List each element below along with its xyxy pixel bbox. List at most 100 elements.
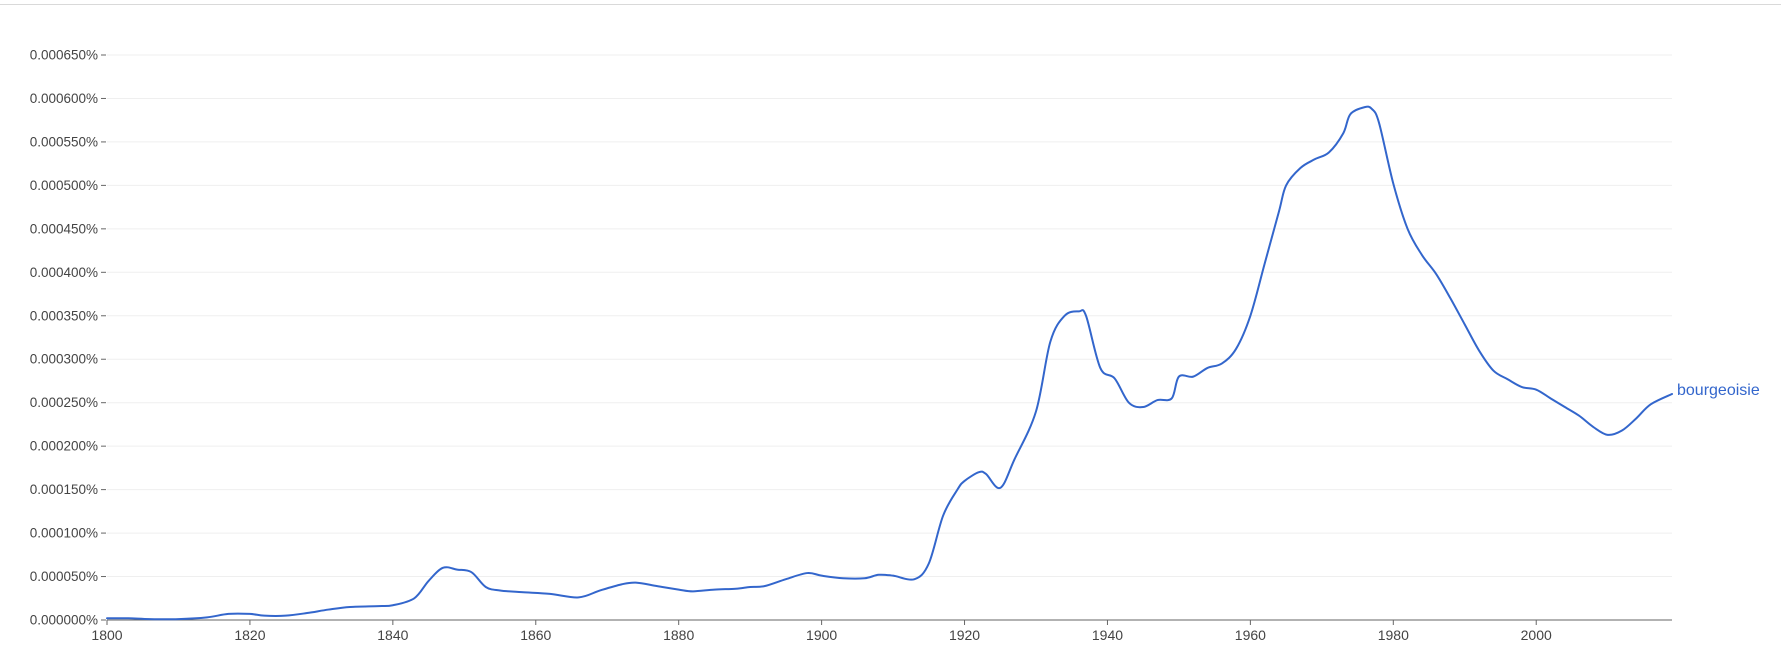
data-point[interactable] [1248, 313, 1253, 318]
data-point[interactable] [390, 603, 395, 608]
data-point[interactable] [1619, 428, 1624, 433]
data-point[interactable] [1534, 387, 1539, 392]
data-point[interactable] [941, 513, 946, 518]
data-point[interactable] [1391, 181, 1396, 186]
data-point[interactable] [412, 596, 417, 601]
data-point[interactable] [1048, 339, 1053, 344]
data-point[interactable] [862, 576, 867, 581]
data-point[interactable] [347, 604, 352, 609]
data-point[interactable] [1191, 374, 1196, 379]
data-point[interactable] [1033, 409, 1038, 414]
data-point[interactable] [819, 573, 824, 578]
data-point[interactable] [783, 577, 788, 582]
data-point[interactable] [1341, 131, 1346, 136]
data-point[interactable] [1348, 112, 1353, 117]
data-point[interactable] [1462, 322, 1467, 327]
data-point[interactable] [1477, 348, 1482, 353]
data-point[interactable] [876, 572, 881, 577]
data-point[interactable] [1419, 252, 1424, 257]
data-point[interactable] [1434, 272, 1439, 277]
data-point[interactable] [426, 578, 431, 583]
data-point[interactable] [676, 587, 681, 592]
data-point[interactable] [1112, 376, 1117, 381]
data-point[interactable] [733, 586, 738, 591]
data-point[interactable] [962, 478, 967, 483]
data-point[interactable] [762, 584, 767, 589]
series-line-bourgeoisie[interactable] [106, 105, 1673, 621]
data-point[interactable] [283, 613, 288, 618]
data-point[interactable] [519, 590, 524, 595]
data-point[interactable] [712, 587, 717, 592]
data-point[interactable] [1312, 157, 1317, 162]
data-point[interactable] [1577, 413, 1582, 418]
data-point[interactable] [176, 617, 181, 622]
data-point[interactable] [1126, 400, 1131, 405]
data-point[interactable] [326, 607, 331, 612]
data-point[interactable] [955, 487, 960, 492]
data-point[interactable] [655, 584, 660, 589]
data-point[interactable] [1591, 425, 1596, 430]
data-point[interactable] [1670, 392, 1675, 397]
data-point[interactable] [440, 565, 445, 570]
data-point[interactable] [841, 576, 846, 581]
data-point[interactable] [633, 580, 638, 585]
data-point[interactable] [748, 584, 753, 589]
data-point[interactable] [1491, 368, 1496, 373]
data-point[interactable] [983, 471, 988, 476]
data-point[interactable] [576, 595, 581, 600]
data-point[interactable] [1605, 432, 1610, 437]
data-point[interactable] [305, 611, 310, 616]
data-point[interactable] [469, 570, 474, 575]
data-point[interactable] [1648, 402, 1653, 407]
data-point[interactable] [126, 616, 131, 621]
data-point[interactable] [376, 604, 381, 609]
data-point[interactable] [891, 573, 896, 578]
data-point[interactable] [483, 584, 488, 589]
data-point[interactable] [262, 613, 267, 618]
data-point[interactable] [1519, 385, 1524, 390]
data-point[interactable] [1012, 457, 1017, 462]
data-point[interactable] [1141, 405, 1146, 410]
data-point[interactable] [1562, 405, 1567, 410]
data-point[interactable] [455, 567, 460, 572]
data-point[interactable] [619, 582, 624, 587]
data-point[interactable] [912, 577, 917, 582]
data-point[interactable] [1076, 309, 1081, 314]
data-point[interactable] [1362, 105, 1367, 110]
data-point[interactable] [548, 591, 553, 596]
data-point[interactable] [1169, 396, 1174, 401]
data-point[interactable] [1205, 365, 1210, 370]
data-point[interactable] [805, 571, 810, 576]
data-point[interactable] [1369, 106, 1374, 111]
data-point[interactable] [1084, 313, 1089, 318]
data-point[interactable] [1505, 377, 1510, 382]
data-point[interactable] [690, 589, 695, 594]
data-point[interactable] [1098, 365, 1103, 370]
data-point[interactable] [247, 611, 252, 616]
data-point[interactable] [1219, 361, 1224, 366]
data-point[interactable] [1276, 209, 1281, 214]
data-point[interactable] [598, 588, 603, 593]
data-point[interactable] [1176, 374, 1181, 379]
data-point[interactable] [976, 470, 981, 475]
data-point[interactable] [1548, 396, 1553, 401]
data-point[interactable] [1405, 226, 1410, 231]
data-point[interactable] [1634, 416, 1639, 421]
data-point[interactable] [1234, 346, 1239, 351]
data-point[interactable] [1298, 166, 1303, 171]
data-point[interactable] [105, 616, 110, 621]
data-point[interactable] [1448, 296, 1453, 301]
data-point[interactable] [1326, 150, 1331, 155]
data-point[interactable] [205, 615, 210, 620]
data-point[interactable] [147, 617, 152, 622]
data-point[interactable] [926, 561, 931, 566]
data-point[interactable] [1155, 398, 1160, 403]
data-point[interactable] [226, 611, 231, 616]
data-point[interactable] [1062, 313, 1067, 318]
data-point[interactable] [998, 485, 1003, 490]
data-point[interactable] [1377, 120, 1382, 125]
series-label-bourgeoisie[interactable]: bourgeoisie [1677, 382, 1760, 399]
data-point[interactable] [1262, 261, 1267, 266]
data-point[interactable] [498, 588, 503, 593]
data-point[interactable] [1284, 183, 1289, 188]
